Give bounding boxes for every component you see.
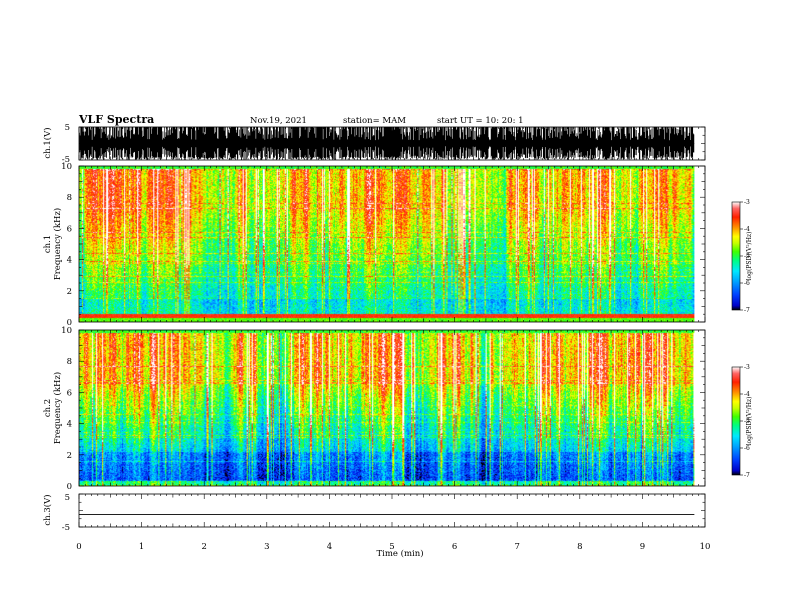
ch1-colorbar-gradient: [731, 201, 741, 311]
ch1-colorbar-label: log(PSD)(V²/Hz): [746, 232, 753, 281]
x-tick-label: 8: [577, 542, 582, 552]
ch3-ylabel: ch.3(V): [42, 494, 53, 525]
ch1-waveform-panel: 5 -5 ch.1(V): [42, 123, 706, 165]
colorbar-tick-label: -4: [744, 226, 750, 233]
y-tick-label: 8: [67, 193, 72, 203]
ch1-waveform-line: [79, 127, 695, 160]
ch1-ytick-top: 5: [65, 123, 70, 133]
ch1-spectrogram-image: [79, 166, 695, 322]
colorbar-tick-label: -6: [744, 280, 750, 287]
ch2-colorbar-gradient: [731, 366, 741, 476]
ch3-ytick-top: 5: [65, 493, 70, 503]
colorbar-tick-label: -4: [744, 391, 750, 398]
x-tick-label: 4: [327, 542, 332, 552]
ch3-ytick-bottom: -5: [62, 523, 70, 533]
x-tick-label: 10: [700, 542, 711, 552]
ch2-channel-label: ch.2: [43, 399, 53, 417]
x-axis-label: Time (min): [376, 548, 423, 559]
y-tick-label: 0: [67, 318, 72, 328]
ch2-colorbar-label: log(PSD)(V²/Hz): [746, 397, 753, 446]
y-tick-label: 8: [67, 357, 72, 367]
y-tick-label: 10: [61, 326, 72, 336]
figure-title: VLF Spectra: [78, 113, 154, 126]
colorbar-tick-label: -5: [744, 418, 750, 425]
y-tick-label: 4: [67, 256, 72, 266]
x-tick-label: 1: [139, 542, 144, 552]
station-label: station= MAM: [343, 116, 406, 126]
colorbar-tick-label: -3: [744, 364, 750, 371]
y-tick-label: 2: [67, 451, 72, 461]
y-tick-label: 10: [61, 162, 72, 172]
axis-ticks: 0 1 2 3 4 5 6 7 8 9 1002468100246810-3-4-5-6-7-3-4…: [61, 126, 750, 552]
ch1-ytick-bottom: -5: [62, 155, 70, 165]
x-tick-label: 2: [201, 542, 206, 552]
ch2-spectrogram-panel: ch.2 Frequency (kHz): [43, 329, 706, 487]
ch2-frequency-label: Frequency (kHz): [52, 372, 63, 444]
start-time-label: start UT = 10: 20: 1: [437, 116, 524, 126]
colorbar-tick-label: -6: [744, 445, 750, 452]
x-tick-label: 6: [452, 542, 457, 552]
y-tick-label: 6: [67, 388, 72, 398]
x-tick-label: 0: [76, 542, 81, 552]
x-tick-label: 3: [264, 542, 269, 552]
ch2-spectrogram-image: [79, 330, 695, 486]
y-tick-label: 4: [67, 420, 72, 430]
x-tick-label: 7: [514, 542, 519, 552]
x-tick-label: 9: [640, 542, 645, 552]
ch1-ylabel: ch.1(V): [42, 127, 53, 158]
x-tick-label: 5: [389, 542, 394, 552]
colorbar-tick-label: -7: [744, 307, 750, 314]
date-label: Nov.19, 2021: [250, 116, 307, 126]
ch1-spectrogram-panel: ch.1 Frequency (kHz): [43, 165, 706, 323]
y-tick-label: 6: [67, 224, 72, 234]
ch1-frequency-label: Frequency (kHz): [52, 208, 63, 280]
y-tick-label: 2: [67, 287, 72, 297]
colorbar-tick-label: -5: [744, 253, 750, 260]
ch3-waveform-bg: [79, 494, 705, 527]
colorbar-tick-label: -7: [744, 472, 750, 479]
y-tick-label: 0: [67, 482, 72, 492]
ch1-channel-label: ch.1: [43, 235, 53, 253]
colorbar-tick-label: -3: [744, 199, 750, 206]
